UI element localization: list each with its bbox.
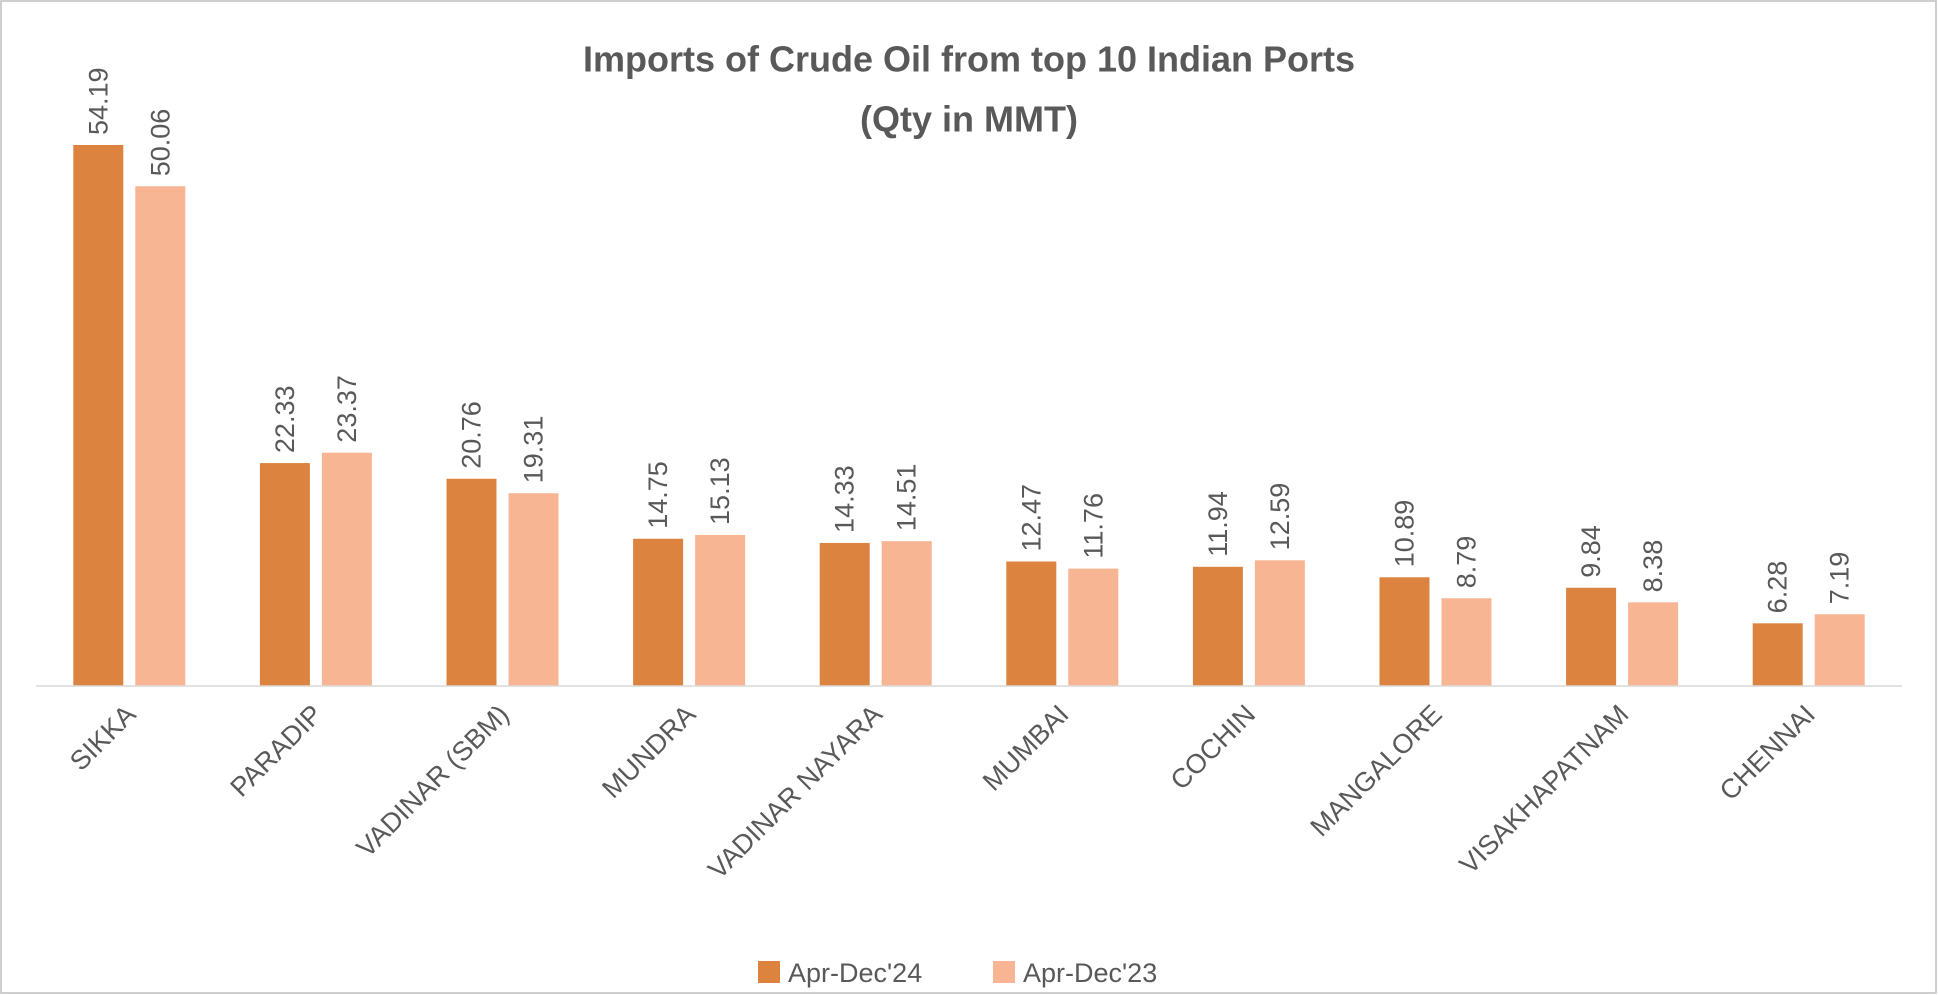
bar: [1752, 623, 1803, 686]
bar: [819, 542, 870, 686]
bar: [446, 478, 497, 686]
bar: [881, 541, 932, 686]
bar: [321, 452, 372, 686]
value-label: 10.89: [1390, 500, 1420, 568]
legend-swatch: [993, 961, 1015, 983]
bar: [259, 463, 310, 686]
bar: [1628, 602, 1679, 686]
bar: [1566, 587, 1617, 686]
value-label: 14.33: [830, 465, 860, 533]
bar: [1814, 614, 1865, 686]
value-label: 12.47: [1016, 484, 1046, 552]
value-label: 15.13: [705, 457, 735, 525]
value-label: 8.38: [1638, 540, 1668, 593]
value-label: 9.84: [1576, 525, 1606, 578]
value-label: 23.37: [332, 375, 362, 443]
value-label: 54.19: [83, 67, 113, 135]
bar: [1254, 560, 1305, 686]
value-label: 6.28: [1763, 561, 1793, 614]
value-label: 22.33: [270, 385, 300, 453]
bar: [1068, 568, 1119, 686]
legend-swatch: [758, 961, 780, 983]
bar: [1006, 561, 1057, 686]
value-label: 19.31: [519, 416, 549, 484]
bar: [633, 538, 684, 686]
bar: [1379, 577, 1430, 686]
bar: [695, 534, 746, 686]
value-label: 14.51: [892, 464, 922, 532]
value-label: 50.06: [145, 109, 175, 177]
chart-subtitle: (Qty in MMT): [860, 99, 1078, 140]
value-label: 8.79: [1452, 536, 1482, 589]
legend-label: Apr-Dec'23: [1023, 958, 1157, 988]
bar: [1192, 566, 1243, 686]
value-label: 11.94: [1203, 491, 1233, 557]
bar: [1441, 598, 1492, 686]
legend-label: Apr-Dec'24: [788, 958, 922, 988]
chart-title: Imports of Crude Oil from top 10 Indian …: [583, 39, 1355, 80]
bar: [135, 186, 186, 687]
value-label: 11.76: [1078, 493, 1108, 559]
value-label: 12.59: [1265, 483, 1295, 551]
value-label: 20.76: [457, 401, 487, 469]
value-label: 7.19: [1825, 552, 1855, 605]
bar: [508, 493, 559, 686]
value-label: 14.75: [643, 461, 673, 529]
bar: [73, 145, 124, 686]
